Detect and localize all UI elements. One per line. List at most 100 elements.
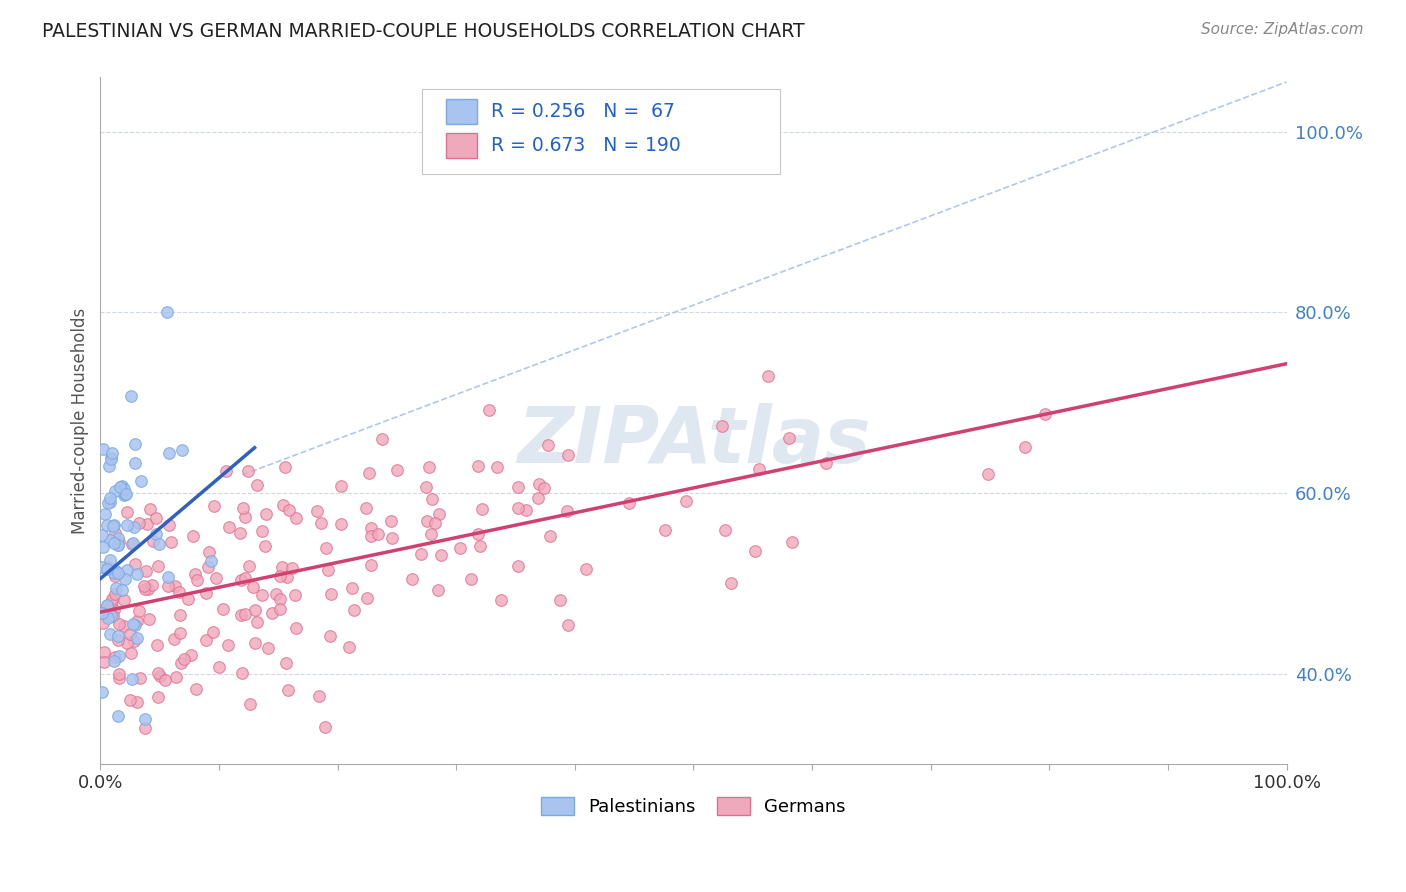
Point	[91, 540, 114, 554]
Point	[207, 660, 229, 674]
Point	[107, 708, 129, 723]
Point	[163, 632, 186, 646]
Point	[195, 633, 218, 648]
Point	[177, 592, 200, 607]
Point	[121, 536, 143, 550]
Point	[156, 305, 179, 319]
Point	[91, 615, 114, 630]
Point	[360, 521, 382, 535]
Point	[977, 467, 1000, 482]
Point	[124, 618, 146, 632]
Point	[170, 443, 193, 458]
Point	[104, 525, 127, 540]
Point	[233, 510, 256, 524]
Point	[103, 654, 125, 668]
Point	[243, 603, 266, 617]
Point	[370, 432, 392, 446]
Point	[231, 607, 253, 622]
Point	[744, 544, 766, 558]
Point	[170, 657, 193, 671]
Point	[250, 524, 273, 539]
Point	[269, 591, 291, 606]
Point	[167, 585, 190, 599]
Point	[105, 565, 128, 579]
Point	[128, 516, 150, 530]
Point	[1033, 407, 1056, 421]
Point	[97, 602, 120, 616]
Point	[269, 602, 291, 616]
Point	[145, 527, 167, 541]
Point	[238, 558, 260, 573]
Point	[235, 607, 257, 622]
Point	[308, 690, 330, 704]
Point	[232, 501, 254, 516]
Text: ZIPAtlas: ZIPAtlas	[516, 403, 870, 479]
Point	[285, 511, 308, 525]
Point	[305, 504, 328, 518]
Point	[124, 558, 146, 572]
Point	[186, 573, 208, 587]
Point	[104, 569, 127, 583]
Point	[107, 531, 129, 545]
Point	[101, 609, 124, 624]
Point	[231, 574, 253, 588]
Point	[418, 459, 440, 474]
Point	[96, 599, 118, 614]
Point	[197, 559, 219, 574]
Point	[169, 608, 191, 623]
Point	[134, 582, 156, 597]
Point	[107, 633, 129, 648]
Point	[160, 535, 183, 549]
Point	[276, 570, 298, 584]
Point	[415, 480, 437, 494]
Point	[356, 591, 378, 605]
Point	[548, 593, 571, 607]
Point	[107, 667, 129, 681]
Point	[427, 582, 450, 597]
Point	[114, 487, 136, 501]
Point	[415, 514, 437, 528]
Point	[103, 536, 125, 550]
Point	[97, 496, 120, 510]
Point	[115, 563, 138, 577]
Point	[98, 458, 121, 473]
Point	[121, 672, 143, 686]
Point	[100, 452, 122, 467]
Point	[246, 478, 269, 492]
Point	[146, 558, 169, 573]
Point	[420, 491, 443, 506]
Point	[134, 579, 156, 593]
Point	[198, 545, 221, 559]
Point	[354, 500, 377, 515]
Point	[257, 641, 280, 656]
Point	[381, 531, 404, 545]
Point	[201, 625, 224, 640]
Point	[557, 618, 579, 632]
Point	[277, 683, 299, 698]
Point	[90, 684, 112, 698]
Point	[471, 501, 494, 516]
Point	[229, 526, 252, 541]
Point	[101, 446, 124, 460]
Point	[90, 560, 112, 574]
Point	[319, 629, 342, 643]
Point	[212, 602, 235, 616]
Point	[98, 494, 121, 508]
Point	[101, 591, 124, 606]
Point	[367, 527, 389, 541]
Point	[281, 561, 304, 575]
Point	[139, 502, 162, 516]
Point	[146, 638, 169, 652]
Point	[146, 690, 169, 705]
Point	[128, 604, 150, 618]
Point	[125, 614, 148, 628]
Point	[93, 655, 115, 669]
Point	[98, 553, 121, 567]
Point	[231, 665, 253, 680]
Point	[254, 539, 277, 553]
Point	[122, 520, 145, 534]
Point	[117, 636, 139, 650]
Point	[284, 589, 307, 603]
Point	[91, 442, 114, 456]
Point	[104, 581, 127, 595]
